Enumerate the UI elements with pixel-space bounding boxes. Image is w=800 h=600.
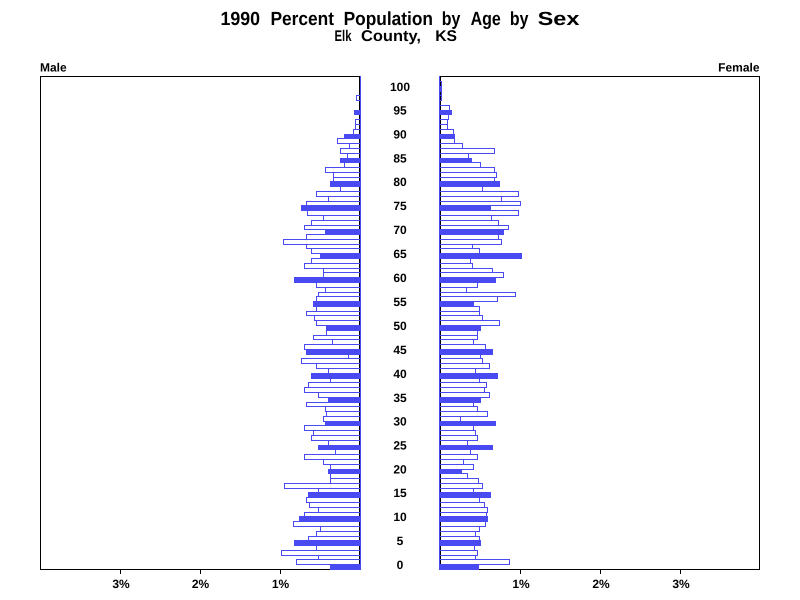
svg-text:50: 50 [393, 319, 407, 333]
svg-text:45: 45 [393, 343, 407, 357]
svg-text:80: 80 [393, 175, 407, 189]
svg-text:100: 100 [390, 80, 410, 94]
svg-text:85: 85 [393, 152, 407, 166]
svg-text:35: 35 [393, 391, 407, 405]
svg-text:County,: County, [361, 28, 421, 45]
svg-text:65: 65 [393, 247, 407, 261]
svg-text:90: 90 [393, 128, 407, 142]
svg-text:by: by [510, 9, 529, 30]
svg-text:Sex: Sex [538, 9, 580, 30]
svg-text:Male: Male [40, 61, 67, 75]
svg-text:55: 55 [393, 295, 407, 309]
svg-text:Female: Female [718, 61, 760, 75]
svg-text:KS: KS [435, 28, 457, 45]
svg-text:Age: Age [471, 9, 501, 30]
svg-text:2%: 2% [192, 577, 210, 591]
svg-text:Population: Population [344, 9, 433, 30]
svg-text:10: 10 [393, 510, 407, 524]
svg-text:75: 75 [393, 199, 407, 213]
svg-text:20: 20 [393, 463, 407, 477]
svg-text:5: 5 [397, 534, 404, 548]
svg-text:70: 70 [393, 223, 407, 237]
svg-text:1%: 1% [512, 577, 530, 591]
svg-text:Percent: Percent [271, 9, 335, 30]
svg-text:1%: 1% [272, 577, 290, 591]
svg-text:30: 30 [393, 415, 407, 429]
svg-text:15: 15 [393, 486, 407, 500]
svg-text:2%: 2% [592, 577, 610, 591]
svg-text:Elk: Elk [335, 28, 352, 45]
svg-text:3%: 3% [112, 577, 130, 591]
svg-text:95: 95 [393, 104, 407, 118]
svg-text:by: by [442, 9, 461, 30]
svg-text:3%: 3% [672, 577, 690, 591]
svg-text:60: 60 [393, 271, 407, 285]
svg-text:40: 40 [393, 367, 407, 381]
svg-text:1990: 1990 [221, 9, 261, 30]
svg-text:0: 0 [397, 558, 404, 572]
svg-text:25: 25 [393, 439, 407, 453]
